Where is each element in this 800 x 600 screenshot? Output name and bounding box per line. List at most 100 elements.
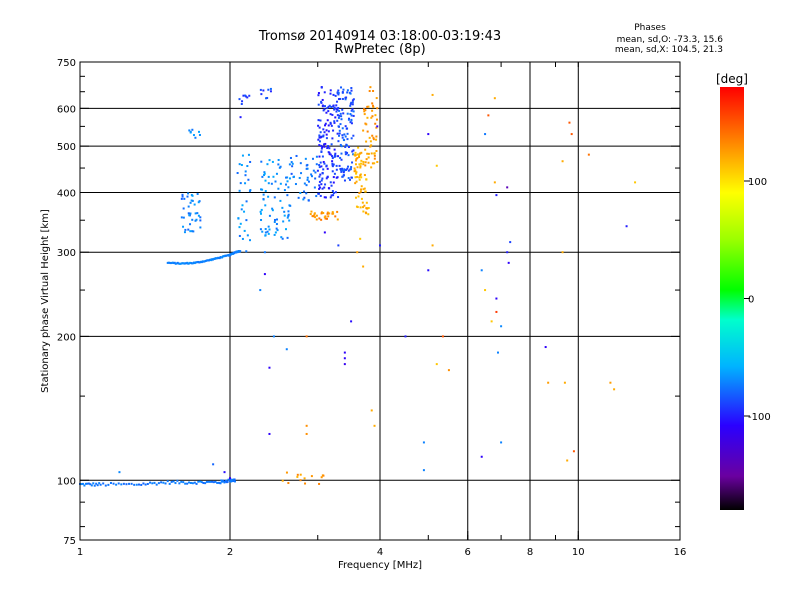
data-point bbox=[367, 161, 370, 164]
data-point bbox=[587, 153, 590, 156]
data-point bbox=[350, 89, 353, 92]
data-point bbox=[365, 207, 368, 210]
data-point bbox=[334, 152, 337, 155]
data-point bbox=[364, 148, 367, 151]
data-point bbox=[120, 483, 123, 486]
data-point bbox=[95, 482, 98, 485]
data-point bbox=[187, 228, 190, 231]
data-point bbox=[336, 210, 339, 213]
data-point bbox=[263, 172, 266, 175]
data-point bbox=[199, 216, 202, 219]
data-point bbox=[342, 88, 345, 91]
data-point bbox=[267, 225, 270, 228]
data-point bbox=[286, 194, 289, 197]
data-point bbox=[266, 96, 269, 99]
data-point bbox=[249, 239, 252, 242]
data-point bbox=[347, 177, 350, 180]
data-point bbox=[334, 116, 337, 119]
data-point bbox=[182, 225, 185, 228]
data-point bbox=[355, 205, 358, 208]
colorbar-tick-label: 100 bbox=[748, 177, 767, 188]
data-point bbox=[372, 136, 375, 139]
data-point bbox=[294, 183, 297, 186]
data-point bbox=[186, 195, 189, 198]
data-point bbox=[128, 482, 131, 485]
data-point bbox=[376, 160, 379, 163]
data-point bbox=[331, 211, 334, 214]
data-point bbox=[321, 105, 324, 108]
data-point bbox=[333, 148, 336, 151]
data-point bbox=[344, 151, 347, 154]
data-point bbox=[343, 179, 346, 182]
data-point bbox=[241, 154, 244, 157]
data-point bbox=[307, 180, 310, 183]
data-point bbox=[335, 110, 338, 113]
data-point bbox=[144, 483, 147, 486]
data-point bbox=[320, 211, 323, 214]
data-point bbox=[344, 135, 347, 138]
data-point bbox=[317, 192, 320, 195]
data-point bbox=[375, 150, 378, 153]
data-point bbox=[480, 269, 483, 272]
data-point bbox=[325, 137, 328, 140]
y-tick-label: 300 bbox=[57, 248, 76, 259]
data-point bbox=[287, 186, 290, 189]
data-point bbox=[359, 152, 362, 155]
data-point bbox=[264, 190, 267, 193]
data-point bbox=[310, 173, 313, 176]
data-point bbox=[299, 479, 302, 482]
data-point bbox=[279, 182, 282, 185]
data-point bbox=[375, 118, 378, 121]
data-point bbox=[376, 125, 379, 128]
data-point bbox=[363, 108, 366, 111]
data-point bbox=[509, 241, 512, 244]
data-point bbox=[340, 170, 343, 173]
data-point bbox=[364, 164, 367, 167]
data-point bbox=[371, 134, 374, 137]
data-point bbox=[198, 480, 201, 483]
data-point bbox=[182, 481, 185, 484]
data-point bbox=[332, 105, 335, 108]
data-point bbox=[191, 482, 194, 485]
data-point bbox=[325, 217, 328, 220]
data-point bbox=[151, 482, 154, 485]
data-point bbox=[344, 125, 347, 128]
data-point bbox=[305, 184, 308, 187]
data-point bbox=[318, 184, 321, 187]
data-point bbox=[324, 196, 327, 199]
data-point bbox=[331, 164, 334, 167]
data-point bbox=[183, 231, 186, 234]
data-point bbox=[261, 230, 264, 233]
data-point bbox=[199, 219, 202, 222]
data-point bbox=[322, 474, 325, 477]
data-point bbox=[232, 479, 235, 482]
data-point bbox=[360, 176, 363, 179]
data-point bbox=[342, 112, 345, 115]
y-tick-label: 750 bbox=[57, 58, 76, 69]
data-point bbox=[347, 165, 350, 168]
data-point bbox=[303, 477, 306, 480]
data-point bbox=[248, 94, 251, 97]
data-point bbox=[283, 189, 286, 192]
data-point bbox=[98, 482, 101, 485]
data-point bbox=[219, 482, 222, 485]
data-point bbox=[369, 145, 372, 148]
data-point bbox=[214, 480, 217, 483]
data-point bbox=[331, 190, 334, 193]
data-point bbox=[321, 98, 324, 101]
data-point bbox=[431, 93, 434, 96]
data-point bbox=[189, 131, 192, 134]
data-point bbox=[367, 105, 370, 108]
data-point bbox=[354, 196, 357, 199]
data-point bbox=[359, 166, 362, 169]
data-point bbox=[349, 113, 352, 116]
data-point bbox=[323, 108, 326, 111]
data-point bbox=[192, 230, 195, 233]
data-point bbox=[352, 153, 355, 156]
data-point bbox=[303, 196, 306, 199]
data-point bbox=[330, 184, 333, 187]
data-point bbox=[441, 335, 444, 338]
data-point bbox=[367, 207, 370, 210]
data-point bbox=[372, 89, 375, 92]
phase-stat-x: mean, sd,X: 104.5, 21.3 bbox=[615, 45, 723, 55]
